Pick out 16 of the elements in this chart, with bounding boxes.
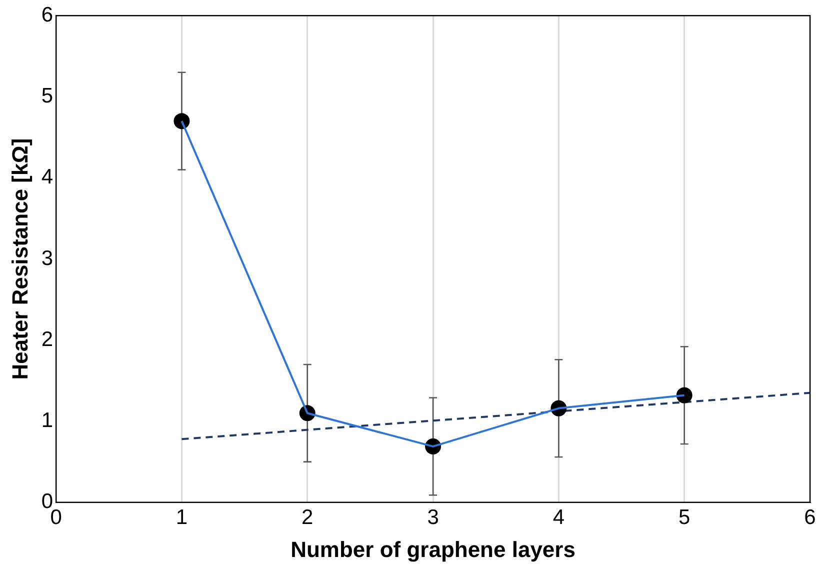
x-tick-label: 6 (804, 506, 816, 529)
point (676, 387, 692, 404)
x-tick-label: 5 (678, 506, 690, 529)
y-tick-label: 1 (41, 409, 54, 432)
y-tick-label: 3 (41, 246, 54, 270)
x-axis-title: Number of graphene layers (290, 536, 576, 562)
x-tick-label: 4 (552, 506, 565, 529)
x-tick-label: 1 (176, 506, 188, 529)
y-axis-title: Heater Resistance [kΩ] (7, 138, 32, 380)
x-tick-label: 3 (427, 506, 439, 529)
point (174, 113, 190, 130)
y-tick-label: 2 (41, 328, 54, 351)
y-tick-label: 5 (41, 84, 54, 108)
x-tick-label: 2 (302, 506, 314, 529)
y-tick-label: 4 (41, 166, 54, 189)
y-tick-label: 6 (41, 3, 54, 26)
